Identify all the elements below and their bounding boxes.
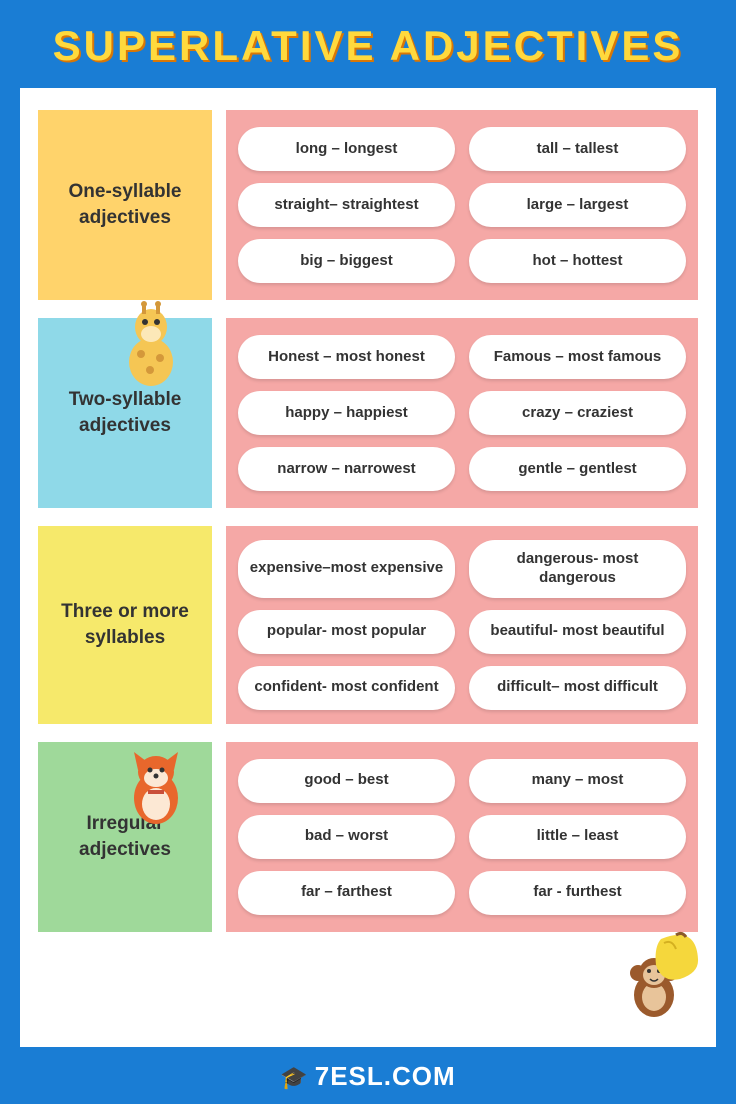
example-pill: confident- most confident [238,666,455,710]
example-pill: many – most [469,759,686,803]
example-pill: narrow – narrowest [238,447,455,491]
category-label: Three or more syllables [38,526,212,724]
section-one-syllable: One-syllable adjectives long – longest t… [38,110,698,300]
examples-box: good – best many – most bad – worst litt… [226,742,698,932]
example-pill: happy – happiest [238,391,455,435]
category-label-text: Three or more syllables [48,599,202,650]
page-footer: 🎓 7ESL.COM [0,1061,736,1104]
section-three-more: Three or more syllables expensive–most e… [38,526,698,724]
category-label-text: Two-syllable adjectives [48,387,202,438]
example-pill: gentle – gentlest [469,447,686,491]
example-pill: good – best [238,759,455,803]
example-pill: expensive–most expensive [238,540,455,598]
graduation-cap-icon: 🎓 [280,1065,308,1090]
example-pill: Honest – most honest [238,335,455,379]
example-pill: tall – tallest [469,127,686,171]
example-pill: Famous – most famous [469,335,686,379]
example-pill: bad – worst [238,815,455,859]
example-pill: beautiful- most beautiful [469,610,686,654]
page-title: SUPERLATIVE ADJECTIVES [10,22,726,70]
monkey-icon [606,929,706,1025]
examples-box: expensive–most expensive dangerous- most… [226,526,698,724]
examples-box: Honest – most honest Famous – most famou… [226,318,698,508]
example-pill: popular- most popular [238,610,455,654]
example-pill: far – farthest [238,871,455,915]
category-label-text: One-syllable adjectives [48,179,202,230]
example-pill: long – longest [238,127,455,171]
giraffe-icon [116,292,186,392]
example-pill: big – biggest [238,239,455,283]
footer-text: 7ESL.COM [315,1061,456,1091]
example-pill: hot – hottest [469,239,686,283]
content-area: One-syllable adjectives long – longest t… [20,88,716,1047]
page-header: SUPERLATIVE ADJECTIVES [0,0,736,88]
example-pill: dangerous- most dangerous [469,540,686,598]
category-label: One-syllable adjectives [38,110,212,300]
example-pill: far - furthest [469,871,686,915]
example-pill: straight– straightest [238,183,455,227]
example-pill: difficult– most difficult [469,666,686,710]
fox-icon [120,742,192,830]
example-pill: little – least [469,815,686,859]
example-pill: large – largest [469,183,686,227]
examples-box: long – longest tall – tallest straight– … [226,110,698,300]
example-pill: crazy – craziest [469,391,686,435]
